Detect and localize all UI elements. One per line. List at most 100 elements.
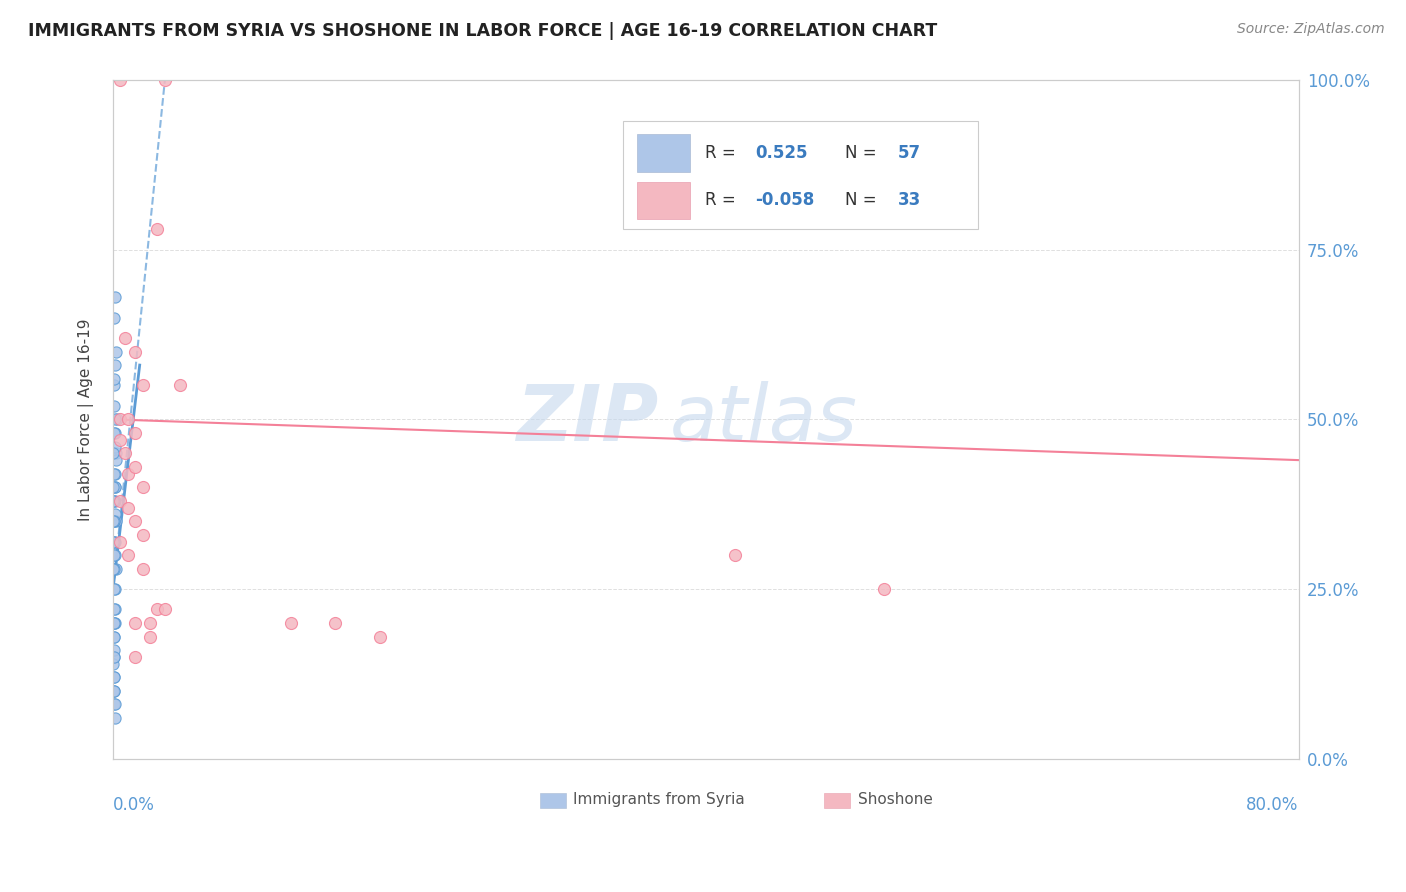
Point bbox=[323, 615, 346, 630]
Text: R =: R = bbox=[704, 144, 735, 162]
Point bbox=[104, 562, 127, 576]
Point bbox=[368, 630, 391, 644]
Point bbox=[103, 670, 125, 684]
Point bbox=[103, 480, 125, 494]
Point bbox=[103, 514, 125, 528]
Point bbox=[280, 615, 302, 630]
Point bbox=[124, 650, 146, 665]
Text: Shoshone: Shoshone bbox=[858, 792, 932, 807]
Point bbox=[146, 222, 169, 236]
Point bbox=[146, 602, 169, 616]
Point bbox=[104, 493, 127, 508]
FancyBboxPatch shape bbox=[637, 135, 690, 171]
Point bbox=[103, 371, 125, 385]
Point bbox=[110, 73, 132, 87]
Point bbox=[153, 73, 176, 87]
Text: Source: ZipAtlas.com: Source: ZipAtlas.com bbox=[1237, 22, 1385, 37]
Point bbox=[872, 582, 894, 596]
Point bbox=[117, 412, 139, 426]
Point bbox=[139, 630, 162, 644]
Point bbox=[103, 698, 125, 712]
Point bbox=[103, 378, 125, 392]
Point bbox=[103, 562, 125, 576]
Point bbox=[103, 650, 125, 665]
Point bbox=[103, 630, 125, 644]
Point bbox=[131, 480, 153, 494]
Text: 80.0%: 80.0% bbox=[1246, 797, 1299, 814]
Point bbox=[103, 582, 125, 596]
Point bbox=[103, 548, 125, 562]
Point bbox=[110, 534, 132, 549]
Point bbox=[103, 643, 125, 657]
Point bbox=[117, 467, 139, 481]
Y-axis label: In Labor Force | Age 16-19: In Labor Force | Age 16-19 bbox=[79, 318, 94, 521]
Point bbox=[724, 548, 747, 562]
Text: 0.525: 0.525 bbox=[755, 144, 808, 162]
Point bbox=[103, 290, 125, 304]
Point bbox=[124, 459, 146, 474]
Point bbox=[103, 670, 125, 684]
Point bbox=[104, 344, 127, 359]
Point bbox=[103, 440, 125, 454]
Point bbox=[104, 467, 127, 481]
Point bbox=[153, 602, 176, 616]
Point bbox=[101, 514, 124, 528]
Point bbox=[103, 615, 125, 630]
Point bbox=[104, 480, 127, 494]
Point bbox=[103, 698, 125, 712]
Point bbox=[124, 615, 146, 630]
Point bbox=[103, 684, 125, 698]
Point bbox=[110, 493, 132, 508]
Point bbox=[104, 358, 127, 372]
Point bbox=[103, 467, 125, 481]
Text: N =: N = bbox=[845, 144, 876, 162]
Point bbox=[103, 310, 125, 325]
Point bbox=[103, 425, 125, 440]
Text: N =: N = bbox=[845, 192, 876, 210]
Text: IMMIGRANTS FROM SYRIA VS SHOSHONE IN LABOR FORCE | AGE 16-19 CORRELATION CHART: IMMIGRANTS FROM SYRIA VS SHOSHONE IN LAB… bbox=[28, 22, 938, 40]
FancyBboxPatch shape bbox=[623, 120, 979, 229]
Text: atlas: atlas bbox=[671, 382, 858, 458]
Point bbox=[110, 412, 132, 426]
Point bbox=[139, 615, 162, 630]
Text: R =: R = bbox=[704, 192, 735, 210]
Point bbox=[103, 493, 125, 508]
Point bbox=[104, 508, 127, 522]
Point bbox=[104, 514, 127, 528]
Point bbox=[117, 500, 139, 515]
Point bbox=[124, 425, 146, 440]
Text: 33: 33 bbox=[898, 192, 921, 210]
Point bbox=[103, 446, 125, 460]
Point bbox=[103, 602, 125, 616]
FancyBboxPatch shape bbox=[540, 793, 565, 807]
Point bbox=[104, 453, 127, 467]
Point bbox=[103, 548, 125, 562]
Point bbox=[124, 514, 146, 528]
Point bbox=[124, 344, 146, 359]
Point bbox=[105, 412, 128, 426]
Text: Immigrants from Syria: Immigrants from Syria bbox=[574, 792, 745, 807]
Point bbox=[169, 378, 191, 392]
Point bbox=[101, 493, 124, 508]
Point bbox=[103, 630, 125, 644]
FancyBboxPatch shape bbox=[637, 182, 690, 219]
Point bbox=[103, 684, 125, 698]
Point bbox=[131, 562, 153, 576]
FancyBboxPatch shape bbox=[824, 793, 851, 807]
Point bbox=[114, 331, 136, 345]
Point bbox=[104, 582, 127, 596]
Point bbox=[103, 514, 125, 528]
Text: 0.0%: 0.0% bbox=[112, 797, 155, 814]
Point bbox=[104, 602, 127, 616]
Point bbox=[103, 657, 125, 671]
Point bbox=[103, 399, 125, 413]
Text: -0.058: -0.058 bbox=[755, 192, 815, 210]
Point bbox=[110, 433, 132, 447]
Point bbox=[103, 534, 125, 549]
Point bbox=[103, 534, 125, 549]
Point bbox=[104, 412, 127, 426]
Point bbox=[104, 711, 127, 725]
Point bbox=[103, 615, 125, 630]
Point bbox=[131, 378, 153, 392]
Text: ZIP: ZIP bbox=[516, 382, 658, 458]
